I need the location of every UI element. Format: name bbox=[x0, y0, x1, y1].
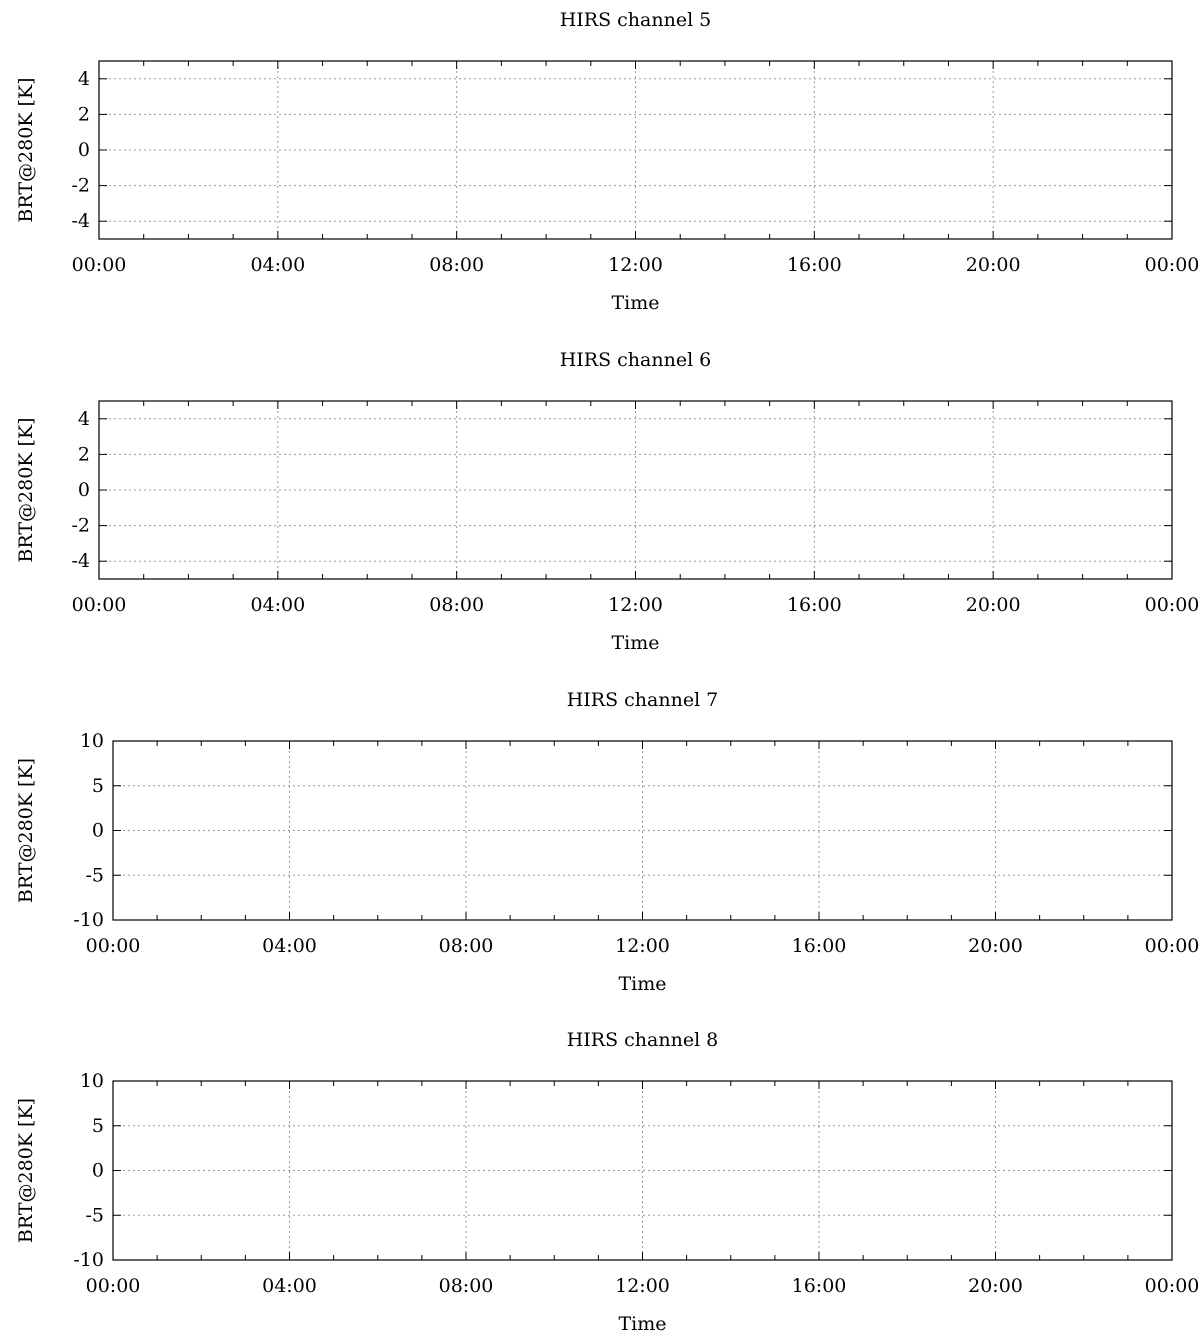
y-tick-label: 10 bbox=[80, 730, 104, 752]
x-tick-label: 12:00 bbox=[608, 594, 663, 616]
y-tick-label: 2 bbox=[78, 443, 90, 465]
y-tick-label: 10 bbox=[80, 1070, 104, 1092]
x-axis-label: Time bbox=[611, 632, 659, 654]
x-tick-label: 20:00 bbox=[968, 935, 1023, 957]
x-tick-label: 04:00 bbox=[250, 254, 305, 276]
y-tick-label: -4 bbox=[71, 210, 90, 232]
y-axis-label: BRT@280K [K] bbox=[15, 77, 37, 222]
x-axis-label: Time bbox=[611, 292, 659, 314]
chart-panel: HIRS channel 7 00:00 04:00 08:00 12:00 16:00 2… bbox=[15, 689, 1199, 995]
y-tick-label: -10 bbox=[73, 909, 104, 931]
x-tick-label: 00:00 bbox=[1145, 935, 1200, 957]
x-tick-label: 00:00 bbox=[72, 594, 127, 616]
x-tick-label: 00:00 bbox=[86, 1275, 141, 1297]
y-axis-label: BRT@280K [K] bbox=[15, 758, 37, 903]
y-tick-label: -5 bbox=[85, 1204, 104, 1226]
y-tick-label: 4 bbox=[78, 408, 90, 430]
y-tick-label: 2 bbox=[78, 103, 90, 125]
y-tick-label: 5 bbox=[92, 775, 104, 797]
x-tick-label: 00:00 bbox=[1145, 594, 1200, 616]
x-tick-label: 00:00 bbox=[86, 935, 141, 957]
chart-title: HIRS channel 5 bbox=[560, 9, 712, 31]
y-tick-label: -10 bbox=[73, 1249, 104, 1271]
y-tick-label: -2 bbox=[71, 175, 90, 197]
x-tick-label: 20:00 bbox=[966, 594, 1021, 616]
x-tick-label: 20:00 bbox=[968, 1275, 1023, 1297]
x-tick-label: 00:00 bbox=[1145, 254, 1200, 276]
x-tick-label: 20:00 bbox=[966, 254, 1021, 276]
x-tick-label: 00:00 bbox=[1145, 1275, 1200, 1297]
x-tick-label: 16:00 bbox=[792, 1275, 847, 1297]
y-tick-label: 0 bbox=[92, 820, 104, 842]
x-tick-label: 04:00 bbox=[262, 935, 317, 957]
x-tick-label: 08:00 bbox=[429, 594, 484, 616]
x-axis-label: Time bbox=[618, 973, 666, 995]
y-tick-label: 0 bbox=[92, 1160, 104, 1182]
x-tick-label: 12:00 bbox=[615, 1275, 670, 1297]
x-tick-label: 16:00 bbox=[792, 935, 847, 957]
x-tick-label: 00:00 bbox=[72, 254, 127, 276]
x-tick-label: 08:00 bbox=[429, 254, 484, 276]
y-tick-label: -4 bbox=[71, 550, 90, 572]
chart-title: HIRS channel 6 bbox=[560, 349, 712, 371]
x-tick-label: 12:00 bbox=[615, 935, 670, 957]
x-axis-label: Time bbox=[618, 1313, 666, 1335]
chart-panel: HIRS channel 5 00:00 04:00 08:00 12:00 16:00 2… bbox=[15, 9, 1199, 314]
y-tick-label: 0 bbox=[78, 139, 90, 161]
y-tick-label: -5 bbox=[85, 864, 104, 886]
chart-title: HIRS channel 7 bbox=[567, 689, 719, 711]
x-tick-label: 04:00 bbox=[250, 594, 305, 616]
y-axis-label: BRT@280K [K] bbox=[15, 417, 37, 562]
x-tick-label: 16:00 bbox=[787, 254, 842, 276]
chart-panel: HIRS channel 8 00:00 04:00 08:00 12:00 16:00 2… bbox=[15, 1029, 1199, 1335]
x-tick-label: 04:00 bbox=[262, 1275, 317, 1297]
x-tick-label: 12:00 bbox=[608, 254, 663, 276]
y-tick-label: -2 bbox=[71, 515, 90, 537]
y-tick-label: 5 bbox=[92, 1115, 104, 1137]
chart-panel: HIRS channel 6 00:00 04:00 08:00 12:00 16:00 2… bbox=[15, 349, 1199, 654]
chart-title: HIRS channel 8 bbox=[567, 1029, 719, 1051]
y-axis-label: BRT@280K [K] bbox=[15, 1098, 37, 1243]
x-tick-label: 16:00 bbox=[787, 594, 842, 616]
y-tick-label: 4 bbox=[78, 68, 90, 90]
y-tick-label: 0 bbox=[78, 479, 90, 501]
x-tick-label: 08:00 bbox=[439, 935, 494, 957]
x-tick-label: 08:00 bbox=[439, 1275, 494, 1297]
